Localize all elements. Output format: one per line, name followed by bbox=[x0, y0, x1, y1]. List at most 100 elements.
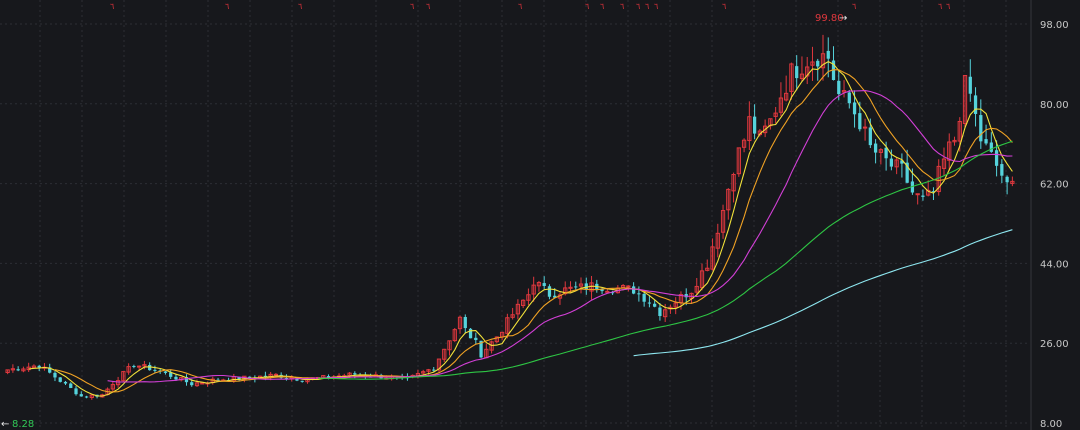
candle-body bbox=[915, 193, 920, 196]
candle-body bbox=[952, 139, 957, 143]
candle-body bbox=[84, 396, 89, 398]
candle-body bbox=[53, 372, 57, 378]
candle-body bbox=[584, 283, 588, 290]
candle-body bbox=[353, 373, 357, 375]
candle-body bbox=[58, 377, 62, 382]
y-tick-label: 26.00 bbox=[1040, 339, 1069, 350]
candle-body bbox=[816, 60, 820, 67]
candle-body bbox=[1000, 164, 1004, 176]
candle-body bbox=[605, 290, 610, 293]
candle-body bbox=[705, 267, 710, 271]
candle-body bbox=[731, 173, 736, 192]
candle-body bbox=[295, 378, 299, 381]
candle-body bbox=[247, 376, 252, 378]
ma-line-10 bbox=[54, 69, 1013, 393]
candle-body bbox=[194, 382, 200, 387]
candle-body bbox=[858, 113, 862, 130]
y-tick-label: 80.00 bbox=[1040, 100, 1069, 111]
candle-body bbox=[421, 371, 426, 374]
candle-body bbox=[626, 285, 631, 288]
candle-body bbox=[1010, 180, 1015, 184]
candle-body bbox=[884, 147, 888, 159]
candle-body bbox=[663, 309, 668, 318]
candle-body bbox=[126, 366, 131, 373]
candle-body bbox=[778, 97, 784, 113]
candle-body bbox=[79, 394, 83, 397]
candle-body bbox=[847, 92, 851, 104]
candle-body bbox=[284, 378, 289, 380]
event-marker: ٦ bbox=[410, 2, 414, 11]
candle-body bbox=[574, 286, 578, 288]
candle-body bbox=[810, 61, 815, 66]
candle-body bbox=[962, 75, 968, 125]
candle-body bbox=[463, 316, 467, 329]
candle-body bbox=[653, 303, 657, 307]
candle-body bbox=[300, 380, 304, 382]
candle-body bbox=[137, 365, 142, 368]
candle-body bbox=[741, 139, 747, 148]
moving-average-lines bbox=[28, 60, 1013, 397]
candle-body bbox=[216, 379, 220, 381]
low-price-arrow: ← bbox=[1, 419, 9, 430]
candle-body bbox=[63, 381, 68, 384]
candle-body bbox=[21, 368, 26, 372]
candle-body bbox=[521, 299, 526, 307]
candle-body bbox=[563, 287, 568, 295]
candle-body bbox=[921, 195, 925, 197]
event-marker: ٦ bbox=[620, 2, 624, 11]
candle-body bbox=[468, 328, 473, 339]
candle-body bbox=[347, 372, 352, 376]
candle-body bbox=[273, 373, 279, 376]
candle-body bbox=[184, 377, 189, 383]
candle-body bbox=[132, 365, 136, 367]
candle-body bbox=[1005, 176, 1009, 183]
candles bbox=[5, 34, 1015, 400]
candle-body bbox=[789, 63, 794, 92]
candle-body bbox=[600, 289, 604, 292]
candle-body bbox=[862, 126, 868, 129]
candle-body bbox=[442, 348, 447, 360]
candle-body bbox=[820, 53, 826, 69]
ma-line-20 bbox=[107, 90, 1013, 383]
candle-body bbox=[736, 147, 741, 175]
event-marker: ٦ bbox=[645, 2, 649, 11]
event-marker: ٦ bbox=[722, 2, 726, 11]
price-axis: 98.00 80.00 62.00 44.00 26.00 8.00 bbox=[1040, 20, 1069, 430]
candle-body bbox=[989, 142, 993, 152]
candle-body bbox=[263, 375, 268, 377]
candle-body bbox=[873, 143, 878, 153]
low-price-label: 8.28 bbox=[12, 419, 34, 430]
event-marker: ٦ bbox=[225, 2, 229, 11]
candle-body bbox=[474, 337, 478, 341]
candle-body bbox=[447, 340, 452, 351]
candle-body bbox=[900, 160, 904, 164]
candle-body bbox=[637, 293, 641, 295]
candle-body bbox=[494, 336, 499, 343]
candle-body bbox=[515, 303, 521, 315]
candle-body bbox=[647, 302, 652, 304]
event-marker: ٦ bbox=[946, 2, 950, 11]
candle-body bbox=[16, 369, 20, 371]
candle-body bbox=[148, 364, 152, 371]
candle-body bbox=[994, 150, 999, 166]
event-marker: ٦ bbox=[654, 2, 658, 11]
candle-body bbox=[726, 188, 731, 211]
candle-body bbox=[200, 382, 205, 385]
event-marker: ٦ bbox=[938, 2, 942, 11]
candle-body bbox=[889, 158, 894, 167]
candle-body bbox=[979, 115, 983, 142]
candle-body bbox=[762, 125, 768, 134]
candle-body bbox=[931, 191, 936, 193]
event-marker: ٦ bbox=[852, 2, 856, 11]
candle-body bbox=[968, 76, 972, 94]
candle-body bbox=[620, 285, 626, 288]
candle-body bbox=[10, 368, 16, 371]
candle-body bbox=[432, 369, 436, 371]
candle-body bbox=[169, 372, 173, 377]
candle-body bbox=[457, 316, 463, 330]
candle-body bbox=[89, 394, 94, 399]
candle-body bbox=[237, 377, 241, 380]
candle-body bbox=[568, 286, 573, 289]
candle-body bbox=[926, 189, 931, 196]
